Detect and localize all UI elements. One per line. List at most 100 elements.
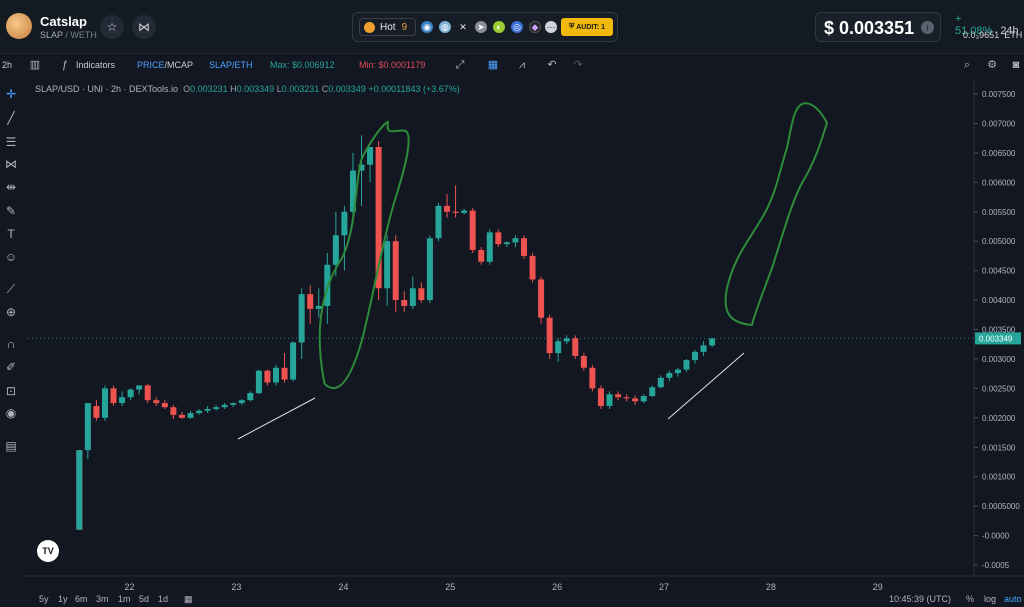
y-tick-label: 0.001500 [982,443,1016,452]
calendar-icon[interactable]: ▦ [184,594,193,604]
y-tick-label: 0.003500 [982,326,1016,335]
prediction-icon[interactable]: ⇹ [5,180,17,194]
x-icon[interactable]: ✕ [459,21,467,32]
x-tick-label: 25 [445,582,455,592]
audit-badge[interactable]: ⛨ AUDIT: 1 [561,18,613,36]
fullscreen-icon[interactable]: ⤢ [455,59,465,71]
indicators-icon[interactable]: ƒ [61,59,69,71]
more-icon[interactable]: ⋯ [545,21,557,33]
token-name[interactable]: Catslap [40,14,87,29]
pair-quote: / WETH [65,30,97,40]
tradingview-logo[interactable]: TV [37,540,59,562]
share-button[interactable]: ⋈ [132,15,156,39]
percent-toggle[interactable]: % [966,594,975,604]
trendline-drawing-1 [237,397,316,440]
candle-type-icon[interactable]: ▥ [29,59,41,71]
crosshair-icon[interactable]: ✛ [5,87,17,101]
min-price: Min: $0.0001179 [359,60,426,70]
camera-icon[interactable]: ◙ [1012,59,1020,71]
candle-body [170,407,177,415]
eth-price: 0.0₃9651 ETH [963,30,1022,40]
candle-body [392,241,399,301]
candle-body [178,414,185,418]
emoji-icon[interactable]: ☺ [4,250,18,264]
y-tick-label: 0.002000 [982,414,1016,423]
candle-body [384,241,391,289]
star-icon: ☆ [106,20,118,34]
interval-selector[interactable]: 2h [2,60,13,70]
trash-icon[interactable]: ▤ [5,439,17,453]
range-1y[interactable]: 1y [58,594,68,604]
range-1d[interactable]: 1d [158,594,169,604]
candle-body [418,288,425,301]
ruler-icon[interactable]: ⟋ [6,282,16,296]
eth-price-value: 0.0₃9651 [963,30,1000,40]
candle-body [692,351,699,361]
x-tick-label: 23 [231,582,241,592]
range-5y[interactable]: 5y [39,594,49,604]
eye-icon[interactable]: ◉ [5,406,17,420]
candle-body [332,235,339,265]
candle-body [401,300,408,306]
magnet-icon[interactable]: ∩ [6,337,16,351]
x-tick-label: 24 [338,582,348,592]
hot-badge[interactable]: Hot 9 [359,18,417,36]
range-1m[interactable]: 1m [118,594,131,604]
redo-icon[interactable]: ↷ [573,59,583,71]
pair-toggle[interactable]: SLAP/ETH [209,60,253,70]
price-chart[interactable]: 0.007500 0.007000 0.006500 0.006000 0.005500… [22,78,1024,593]
share-icon: ⋈ [138,20,150,34]
top-bar: Catslap SLAP / WETH ☆ ⋈ Hot 9 ◉ ◍ ✕ ➤ ◐ … [0,0,1024,54]
pattern-icon[interactable]: ⋈ [5,157,17,171]
x-tick-label: 27 [659,582,669,592]
candle-body [238,400,245,404]
trendline-icon[interactable]: ╱ [7,111,15,125]
y-tick-label: 0.006500 [982,149,1016,158]
candle-body [196,410,203,414]
auto-toggle[interactable]: auto [1004,594,1022,604]
lock-drawing-icon[interactable]: ✐ [5,360,17,374]
telegram-icon[interactable]: ➤ [475,21,487,33]
swap-icon[interactable]: ◎ [511,21,523,33]
candle-body [161,403,168,408]
candle-body [563,338,570,342]
hot-rank: 9 [401,21,408,33]
chart-link-icon[interactable]: ◐ [493,21,505,33]
brush-icon[interactable]: ✎ [5,204,17,218]
chart-toolbar: 2h ▥ ƒ Indicators PRICE/MCAP SLAP/ETH Ma… [0,54,1024,78]
legend-h-label: H [230,84,237,94]
indicators-button[interactable]: Indicators [76,60,116,70]
web-icon[interactable]: ◍ [439,21,451,33]
zoom-in-icon[interactable]: ⊕ [5,305,17,319]
price-mcap-toggle[interactable]: PRICE/MCAP [137,60,193,70]
candle-body [606,394,613,407]
candle-body [101,388,108,418]
token-avatar[interactable] [6,13,32,39]
nft-icon[interactable]: ◆ [529,21,541,33]
undo-icon[interactable]: ↶ [547,59,557,71]
favorite-button[interactable]: ☆ [100,15,124,39]
fib-icon[interactable]: ☰ [5,135,17,149]
log-toggle[interactable]: log [984,594,997,604]
range-3m[interactable]: 3m [96,594,109,604]
y-tick-label: 0.001000 [982,473,1016,482]
compare-icon[interactable]: ⩘ [518,59,526,71]
chart-legend: SLAP/USD · UNI · 2h · DEXTools.io O0.003… [35,84,460,94]
current-price-label: 0.003349 [979,334,1013,343]
coin-icon[interactable]: ◉ [421,21,433,33]
candle-body [76,450,83,530]
legend-high: 0.003349 [236,84,275,94]
range-5d[interactable]: 5d [139,594,150,604]
info-icon[interactable]: i [921,21,934,34]
search-zoom-icon[interactable]: ⌕ [963,59,971,71]
text-icon[interactable]: T [7,227,15,241]
candle-body [632,398,639,402]
price-change: + 51.08% 24h [955,13,1024,37]
y-tick-label: 0.002500 [982,384,1016,393]
gear-icon[interactable]: ⚙ [987,59,997,71]
range-6m[interactable]: 6m [75,594,88,604]
utc-time[interactable]: 10:45:39 (UTC) [889,594,952,604]
x-tick-label: 22 [125,582,135,592]
lock-icon[interactable]: ⊡ [5,384,17,398]
bar-chart-icon[interactable]: ▦ [487,59,499,71]
